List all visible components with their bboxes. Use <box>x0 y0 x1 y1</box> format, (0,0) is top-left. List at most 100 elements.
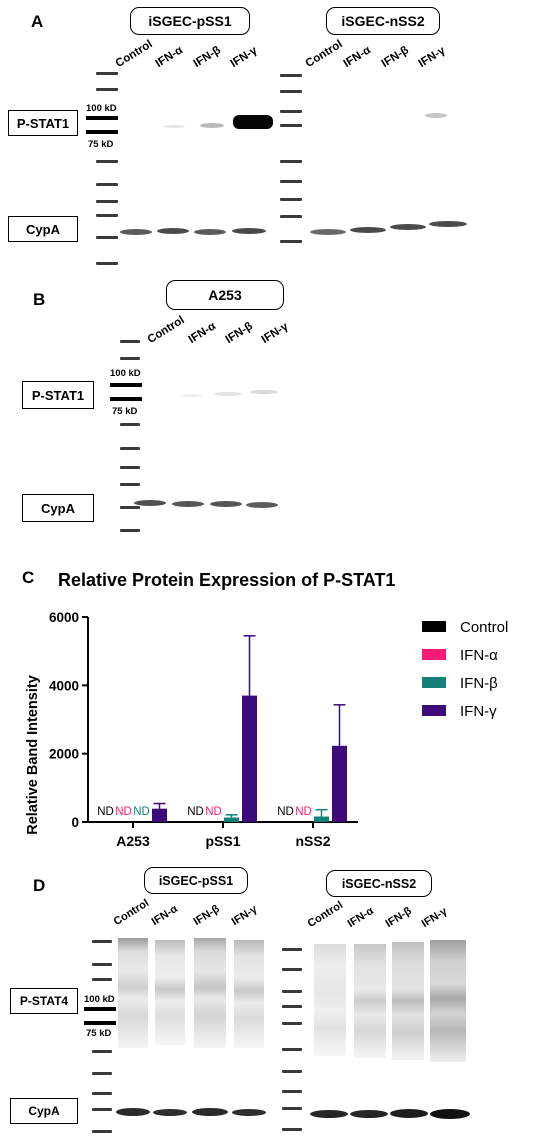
band-cypa <box>172 501 204 507</box>
x-tick-label: nSS2 <box>295 833 330 849</box>
nd-label: ND <box>97 806 114 818</box>
marker-75-bar <box>110 397 142 401</box>
band-cypa <box>390 1109 428 1118</box>
legend-label: IFN-α <box>460 647 498 664</box>
panel-letter-a: A <box>31 12 44 31</box>
marker-100kd: 100 kD <box>110 368 141 379</box>
band-pstat1-pss1-ifng <box>233 115 273 129</box>
lane-label: IFN-β <box>191 44 223 70</box>
marker-75-bar <box>86 130 118 134</box>
band-cypa <box>153 1109 187 1116</box>
y-tick-label: 0 <box>71 815 79 830</box>
panel-letter-d: D <box>33 876 46 895</box>
chart-bars: ND ND ND ND ND ND ND <box>97 635 347 822</box>
panel-letter-c: C <box>22 568 35 587</box>
lane-label: IFN-γ <box>228 44 260 70</box>
band-cypa <box>429 221 467 227</box>
lane-label: IFN-β <box>383 904 414 930</box>
y-tick-label: 4000 <box>49 678 79 693</box>
lane-label: Control <box>113 38 155 70</box>
legend-swatch <box>422 705 446 716</box>
group-label-nss2: iSGEC-nSS2 <box>326 870 432 897</box>
lane-label: IFN-γ <box>229 903 260 928</box>
lane-label: IFN-γ <box>416 44 448 70</box>
band-cypa <box>310 229 346 235</box>
nd-label: ND <box>205 806 222 818</box>
row-label-pstat1: P-STAT1 <box>22 381 94 409</box>
chart-title: Relative Protein Expression of P-STAT1 <box>58 570 395 590</box>
lane-smear <box>194 938 226 1048</box>
legend-label: IFN-γ <box>460 703 497 720</box>
band-cypa <box>120 229 152 235</box>
marker-100-bar <box>110 383 142 387</box>
lane-smear <box>314 944 346 1056</box>
row-label-cypa: CypA <box>22 494 94 522</box>
band-cypa <box>210 501 242 507</box>
lane-label: IFN-γ <box>419 905 450 930</box>
x-tick-label: A253 <box>116 833 150 849</box>
band-cypa <box>232 1109 266 1116</box>
band-cypa <box>350 1110 388 1118</box>
nd-label: ND <box>295 806 312 818</box>
x-tick-label: pSS1 <box>205 833 240 849</box>
marker-75kd: 75 kD <box>86 1028 112 1039</box>
lane-label: IFN-α <box>341 44 373 70</box>
legend-label: Control <box>460 619 508 636</box>
group-label-nss2: iSGEC-nSS2 <box>326 7 440 35</box>
band-cypa <box>134 500 166 506</box>
group-label-pss1: iSGEC-pSS1 <box>130 7 250 35</box>
lane-label: Control <box>145 314 187 346</box>
lane-smear <box>155 940 185 1045</box>
row-label-pstat1: P-STAT1 <box>8 110 78 136</box>
lane-smear <box>234 940 264 1048</box>
marker-100kd: 100 kD <box>84 994 115 1005</box>
lane-label: IFN-α <box>153 44 185 70</box>
lane-label: IFN-α <box>186 320 218 346</box>
legend-label: IFN-β <box>460 675 498 692</box>
bar <box>152 808 167 822</box>
lane-label: IFN-γ <box>259 320 291 346</box>
y-tick-label: 6000 <box>49 610 79 625</box>
lane-smear <box>430 940 466 1062</box>
nd-label: ND <box>187 806 204 818</box>
chart-p-stat1-expression: Relative Protein Expression of P-STAT1 R… <box>25 570 508 849</box>
marker-100-bar <box>84 1007 116 1011</box>
band-pstat1-a253-ifnb <box>214 392 242 396</box>
lane-label: Control <box>303 38 345 70</box>
band-cypa <box>192 1108 228 1116</box>
band-pstat1-a253-ifna <box>180 394 202 397</box>
band-cypa <box>116 1108 150 1116</box>
group-label-pss1: iSGEC-pSS1 <box>144 867 248 894</box>
marker-100-bar <box>86 116 118 120</box>
band-pstat1-pss1-ifnb <box>200 123 224 128</box>
row-label-cypa: CypA <box>8 216 78 242</box>
marker-75kd: 75 kD <box>88 139 114 150</box>
bar <box>332 745 347 822</box>
lane-label: IFN-β <box>379 44 411 70</box>
bar <box>314 816 329 822</box>
band-cypa <box>350 227 386 233</box>
y-tick-label: 2000 <box>49 747 79 762</box>
chart-axes: 0 2000 4000 6000 A253 pSS1 nSS2 <box>49 610 358 849</box>
band-cypa <box>157 228 189 234</box>
band-cypa <box>390 224 426 230</box>
band-cypa <box>246 502 278 508</box>
lane-label: IFN-α <box>345 904 376 930</box>
legend-swatch <box>422 621 446 632</box>
lane-label: Control <box>305 899 346 930</box>
band-cypa <box>232 228 266 234</box>
row-label-pstat4: P-STAT4 <box>10 988 78 1014</box>
band-pstat1-pss1-ifna <box>163 125 185 128</box>
marker-100kd: 100 kD <box>86 103 117 114</box>
lane-smear <box>118 938 148 1048</box>
lane-smear <box>354 944 386 1058</box>
nd-label: ND <box>115 806 132 818</box>
band-cypa <box>310 1110 348 1118</box>
lane-label: IFN-β <box>223 320 255 346</box>
legend-swatch <box>422 649 446 660</box>
chart-legend: Control IFN-α IFN-β IFN-γ <box>422 619 508 720</box>
bar <box>224 817 239 822</box>
band-cypa <box>430 1109 470 1119</box>
bar <box>242 695 257 822</box>
marker-75-bar <box>84 1021 116 1025</box>
